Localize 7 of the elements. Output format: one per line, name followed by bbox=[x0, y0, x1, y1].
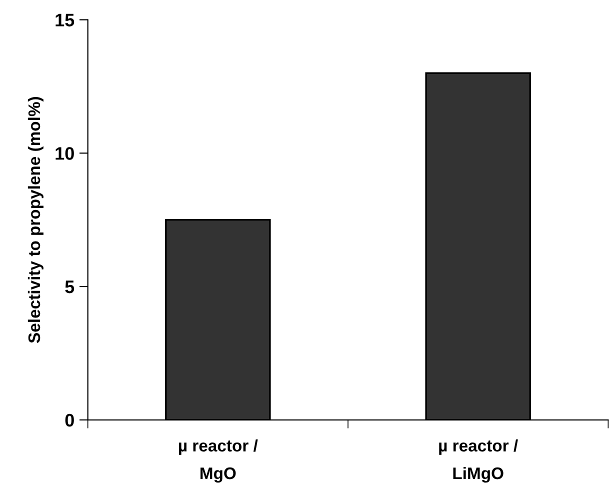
y-tick-label: 5 bbox=[65, 280, 74, 294]
y-tick-label: 0 bbox=[65, 414, 74, 427]
x-tick-label: µ reactor / LiMgO bbox=[439, 439, 518, 483]
y-tick-label: 10 bbox=[56, 147, 74, 160]
x-tick-label: µ reactor / MgO bbox=[179, 439, 258, 483]
y-axis-title: Selectivity to propylene (mol%) bbox=[28, 97, 44, 343]
y-tick-label: 15 bbox=[56, 14, 74, 26]
